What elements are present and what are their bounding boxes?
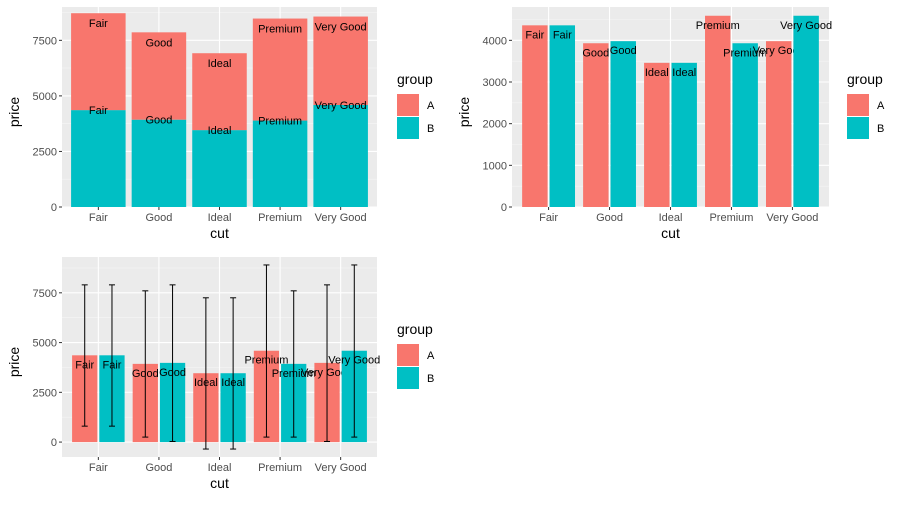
legend-key-B xyxy=(397,367,419,389)
y-tick-label: 4000 xyxy=(483,35,507,47)
y-axis-title: price xyxy=(6,347,22,378)
x-tick-label: Good xyxy=(145,212,172,224)
legend-key-A xyxy=(397,344,419,366)
bar-B xyxy=(192,130,247,207)
y-tick-label: 2000 xyxy=(483,119,507,131)
bar-B xyxy=(313,105,368,207)
legend: group AB xyxy=(397,321,435,389)
bar-A xyxy=(522,25,548,208)
bar-B xyxy=(549,25,576,208)
y-tick-label: 5000 xyxy=(33,91,57,103)
bar-A xyxy=(252,18,308,121)
bar-label: Fair xyxy=(553,29,572,41)
y-tick-label: 0 xyxy=(51,202,57,214)
x-tick-label: Very Good xyxy=(766,212,818,224)
y-tick-label: 2500 xyxy=(33,146,57,158)
legend-label-B: B xyxy=(877,123,884,135)
bar-label: Good xyxy=(610,45,637,57)
x-tick-label: Ideal xyxy=(208,212,232,224)
bar-A xyxy=(644,62,670,208)
bar-A xyxy=(705,15,731,207)
legend: group AB xyxy=(847,71,885,139)
panel-stacked: Fair Fair Good Good Ideal Ideal Premium Premium… xyxy=(6,7,435,241)
x-tick-label: Fair xyxy=(89,212,108,224)
bar-label: Ideal xyxy=(208,58,232,70)
y-tick-label: 1000 xyxy=(483,160,507,172)
legend-title: group xyxy=(397,321,433,337)
x-tick-label: Fair xyxy=(539,212,558,224)
bar-label: Fair xyxy=(89,105,108,117)
legend-label-B: B xyxy=(427,123,434,135)
bar-B xyxy=(610,41,636,207)
x-tick-label: Premium xyxy=(258,212,302,224)
bar-label: Good xyxy=(145,115,172,127)
bar-label: Good xyxy=(145,37,172,49)
x-tick-label: Fair xyxy=(89,462,108,474)
y-axis-title: price xyxy=(456,97,472,128)
legend-title: group xyxy=(397,71,433,87)
x-axis-title: cut xyxy=(661,225,680,241)
x-tick-label: Very Good xyxy=(315,212,367,224)
bar-label: Ideal xyxy=(208,125,232,137)
x-tick-label: Ideal xyxy=(208,462,232,474)
bar-A xyxy=(131,32,187,120)
legend-label-B: B xyxy=(427,373,434,385)
bar-B xyxy=(671,62,697,208)
y-tick-label: 5000 xyxy=(33,338,57,350)
bar-label: Very Good xyxy=(753,45,805,57)
legend-key-A xyxy=(397,94,419,116)
bar-B xyxy=(732,43,758,207)
y-tick-label: 3000 xyxy=(483,77,507,89)
bar-A xyxy=(192,53,247,131)
y-tick-label: 7500 xyxy=(33,288,57,300)
bar-label: Premium xyxy=(696,20,740,32)
bar-B xyxy=(71,110,126,207)
x-tick-label: Very Good xyxy=(315,462,367,474)
x-tick-label: Good xyxy=(596,212,623,224)
y-axis-title: price xyxy=(6,97,22,128)
legend-title: group xyxy=(847,71,883,87)
bar-label: Premium xyxy=(258,116,302,128)
bar-label: Ideal xyxy=(645,67,669,79)
bar-label: Very Good xyxy=(315,100,367,112)
bar-label: Good xyxy=(582,47,609,59)
x-axis-title: cut xyxy=(210,225,229,241)
y-tick-label: 0 xyxy=(51,437,57,449)
bar-B xyxy=(131,119,187,207)
legend-label-A: A xyxy=(427,350,435,362)
bar-label: Premium xyxy=(258,24,302,36)
bar-B xyxy=(793,15,819,207)
legend-key-B xyxy=(397,117,419,139)
bar-label: Premium xyxy=(723,47,767,59)
bar-A xyxy=(71,13,126,111)
x-tick-label: Premium xyxy=(258,462,302,474)
legend-label-A: A xyxy=(877,100,885,112)
x-axis-title: cut xyxy=(210,475,229,491)
bar-A xyxy=(765,41,792,207)
legend: group AB xyxy=(397,71,435,139)
bar-label: Very Good xyxy=(780,20,832,32)
bar-B xyxy=(252,120,308,207)
y-tick-label: 0 xyxy=(501,202,507,214)
legend-label-A: A xyxy=(427,100,435,112)
bar-A xyxy=(583,43,609,207)
legend-key-A xyxy=(847,94,869,116)
bar-label: Fair xyxy=(89,18,108,30)
legend-key-B xyxy=(847,117,869,139)
x-tick-label: Premium xyxy=(709,212,753,224)
x-tick-label: Good xyxy=(145,462,172,474)
bar-label: Very Good xyxy=(315,22,367,34)
bar-label: Ideal xyxy=(672,67,696,79)
y-tick-label: 2500 xyxy=(33,387,57,399)
bar-A xyxy=(313,16,368,105)
y-tick-label: 7500 xyxy=(33,35,57,47)
bar-label: Fair xyxy=(525,29,544,41)
x-tick-label: Ideal xyxy=(659,212,683,224)
